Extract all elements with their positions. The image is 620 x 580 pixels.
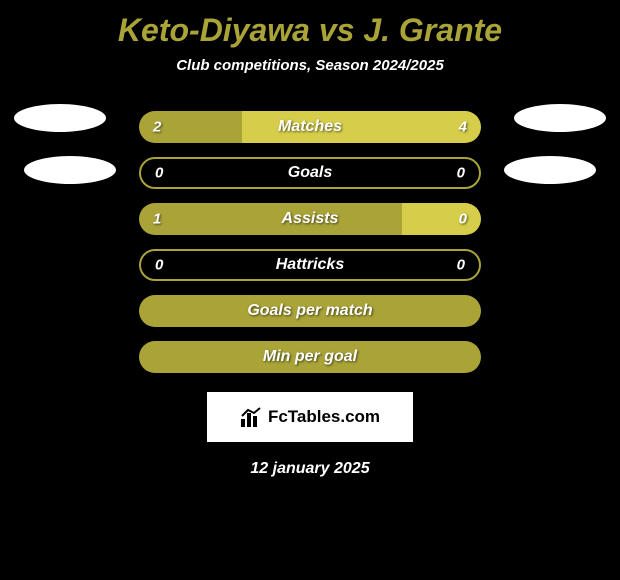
stat-bar: Goals per match — [139, 295, 481, 327]
stat-bar: Hattricks 0 0 — [139, 249, 481, 281]
stat-row: Assists 1 0 — [0, 196, 620, 242]
stat-row: Goals per match — [0, 288, 620, 334]
subtitle: Club competitions, Season 2024/2025 — [0, 57, 620, 104]
stat-value-left: 2 — [153, 119, 161, 136]
date-label: 12 january 2025 — [0, 460, 620, 478]
stat-bar: Assists 1 0 — [139, 203, 481, 235]
comparison-chart: Matches24Goals00Assists10Hattricks00Goal… — [0, 104, 620, 380]
stat-label: Hattricks — [276, 256, 344, 274]
chart-bars-icon — [240, 407, 262, 427]
stat-value-left: 0 — [155, 257, 163, 274]
stat-row: Goals 0 0 — [0, 150, 620, 196]
stat-row: Min per goal — [0, 334, 620, 380]
stat-bar: Goals 0 0 — [139, 157, 481, 189]
stat-label: Min per goal — [263, 348, 357, 366]
stat-value-right: 0 — [459, 211, 467, 228]
stat-row: Matches 2 4 — [0, 104, 620, 150]
stat-value-left: 0 — [155, 165, 163, 182]
stat-bar: Min per goal — [139, 341, 481, 373]
page-title: Keto-Diyawa vs J. Grante — [0, 0, 620, 57]
stat-label: Assists — [282, 210, 339, 228]
stat-value-left: 1 — [153, 211, 161, 228]
stat-value-right: 0 — [457, 165, 465, 182]
stat-bar: Matches 2 4 — [139, 111, 481, 143]
stat-row: Hattricks 0 0 — [0, 242, 620, 288]
stat-label: Matches — [278, 118, 342, 136]
brand-badge: FcTables.com — [207, 392, 413, 442]
stat-value-right: 4 — [459, 119, 467, 136]
stat-value-right: 0 — [457, 257, 465, 274]
brand-text: FcTables.com — [268, 407, 380, 427]
stat-label: Goals per match — [247, 302, 372, 320]
stat-label: Goals — [288, 164, 332, 182]
